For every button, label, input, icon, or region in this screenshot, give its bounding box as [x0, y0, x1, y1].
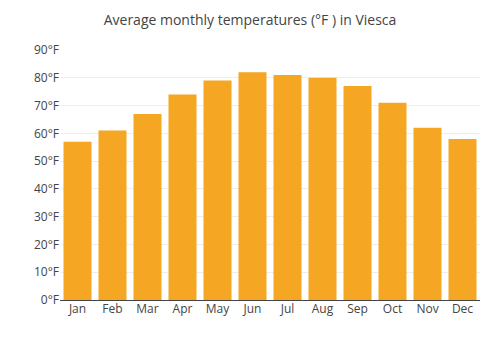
svg-text:20°F: 20°F — [34, 236, 59, 253]
svg-text:Sep: Sep — [347, 300, 368, 317]
svg-text:Average monthly temperatures (: Average monthly temperatures (°F ) in Vi… — [104, 10, 397, 29]
svg-text:Mar: Mar — [136, 300, 158, 317]
svg-text:60°F: 60°F — [34, 125, 59, 142]
svg-text:Oct: Oct — [383, 300, 402, 317]
svg-text:Jul: Jul — [280, 300, 295, 317]
svg-text:Aug: Aug — [312, 300, 334, 317]
svg-text:Nov: Nov — [416, 300, 438, 317]
svg-text:70°F: 70°F — [34, 97, 59, 114]
svg-text:30°F: 30°F — [34, 208, 59, 225]
svg-text:Dec: Dec — [452, 300, 473, 317]
svg-text:May: May — [206, 300, 230, 317]
svg-text:Jan: Jan — [68, 300, 86, 317]
svg-text:0°F: 0°F — [41, 291, 59, 308]
svg-text:Apr: Apr — [173, 300, 193, 317]
svg-text:50°F: 50°F — [34, 152, 59, 169]
svg-text:10°F: 10°F — [34, 263, 59, 280]
svg-text:40°F: 40°F — [34, 180, 59, 197]
svg-text:90°F: 90°F — [34, 41, 59, 58]
svg-text:Jun: Jun — [243, 300, 262, 317]
svg-text:80°F: 80°F — [34, 69, 59, 86]
svg-text:Feb: Feb — [102, 300, 122, 317]
